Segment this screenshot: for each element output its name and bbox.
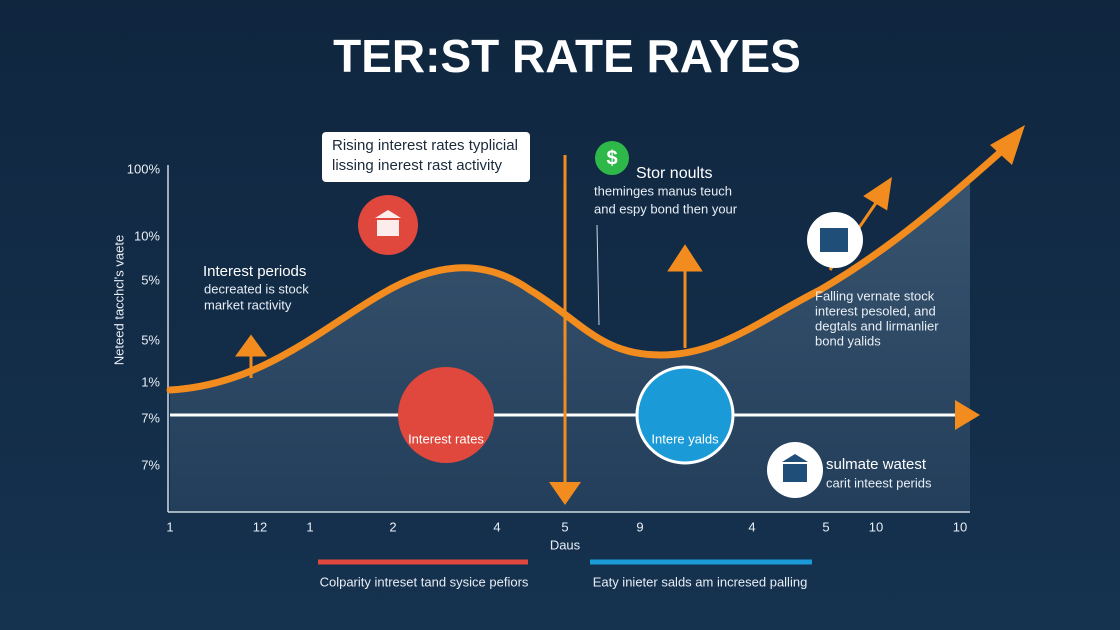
x-title: Daus [550,537,581,552]
arrow-head [955,400,980,430]
callout-box [322,132,530,182]
title: TER:ST RATE RAYES [333,30,801,82]
callout-text: degtals and lirmanlier [815,318,939,333]
callout-heading: Stor noults [636,165,712,182]
callout-text: bond yalids [815,333,881,348]
circle-red [398,367,494,463]
callout-text: market ractivity [204,297,292,312]
icon-glyph [782,454,808,482]
y-label: 5% [141,332,160,347]
x-label: 12 [253,519,267,534]
callout-text: and espy bond then your [594,201,738,216]
x-label: 1 [166,519,173,534]
y-label: 1% [141,374,160,389]
callout-text: interest pesoled, and [815,303,936,318]
callout-text: Rising interest rates typlicial [332,137,518,154]
callout-text: decreated is stock [204,281,309,296]
callout-heading: Interest periods [203,263,306,280]
circle-label: Intere yalds [651,431,719,446]
y-label: 10% [134,228,160,243]
arrow-head [990,125,1025,165]
icon-text: $ [606,147,617,169]
x-label: 2 [389,519,396,534]
callout-text: Falling vernate stock [815,288,935,303]
x-label: 10 [953,519,967,534]
callout-text: carit inteest perids [826,475,932,490]
callout-text: theminges manus teuch [594,183,732,198]
circle-blue [635,365,735,465]
icon-glyph [375,210,401,236]
x-label: 10 [869,519,883,534]
legend-label: Eaty inieter salds am incresed palling [593,574,808,589]
arrow-head [549,482,581,505]
y-label: 5% [141,272,160,287]
area [170,180,970,512]
x-label: 5 [561,519,568,534]
y-label: 7% [141,410,160,425]
y-title: Neteed tacchcl's vaete [111,235,126,365]
x-label: 1 [306,519,313,534]
y-label: 100% [127,161,161,176]
callout-text: lissing inerest rast activity [332,157,503,174]
circle-label: Interest rates [408,431,484,446]
x-label: 4 [493,519,500,534]
icon-glyph [820,228,848,252]
up-arrows [235,176,892,378]
x-label: 4 [748,519,755,534]
icon-dollar [595,141,629,175]
callout-heading: sulmate watest [826,456,927,473]
pointer [596,224,600,326]
y-label: 7% [141,457,160,472]
x-label: 9 [636,519,643,534]
legend-label: Colparity intreset tand sysice pefiors [320,574,529,589]
trend-line [166,144,1009,394]
x-label: 5 [822,519,829,534]
